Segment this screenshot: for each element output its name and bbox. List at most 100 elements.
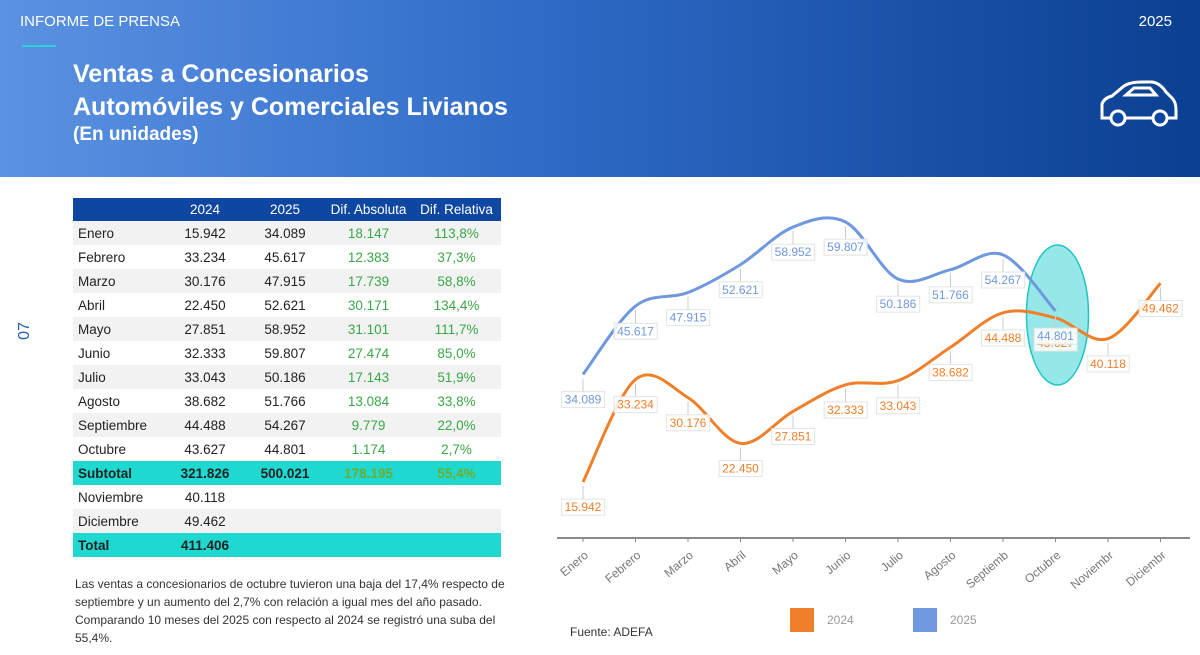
table-cell: 33,8% [437,393,476,409]
table-cell: Abril [78,297,106,313]
table-cell: Junio [78,345,111,361]
underline [22,45,56,47]
data-label: 30.176 [670,416,707,430]
table-row: Octubre 43.627 44.801 1.174 2,7% [73,437,501,461]
table-cell: 111,7% [434,321,479,337]
table-cell: 45.617 [264,249,306,265]
header-cell: 2025 [269,202,301,217]
table-cell: 30.176 [184,273,226,289]
table-cell: 31.101 [347,321,390,337]
table-cell: 12.383 [347,249,390,265]
table-cell: Mayo [78,321,112,337]
table-cell: 50.186 [264,369,306,385]
table-cell: 44.801 [264,441,306,457]
x-tick-label: Mayo [769,548,801,578]
label-box [771,428,816,446]
data-label: 47.915 [670,311,707,325]
label-box [1086,355,1130,373]
table-cell: 1.174 [351,441,386,457]
data-label: 40.118 [1090,357,1126,371]
label-box [718,460,763,478]
table-cell: 49.462 [184,513,226,529]
table-row: Diciembre 49.462 [73,509,501,533]
table-cell: Julio [78,369,106,385]
data-label: 27.851 [775,430,812,444]
table-cell: 17.143 [347,369,390,385]
data-label: 59.807 [827,240,864,254]
legend-label: 2024 [827,613,854,627]
series-line [581,216,1057,376]
data-label: 52.621 [722,283,759,297]
x-tick-label: Junio [822,548,853,577]
data-label: 49.462 [1142,301,1179,315]
label-box [928,363,973,381]
x-tick-label: Febrero [602,548,643,586]
table-cell: Enero [78,225,115,241]
x-tick-label: Julio [878,548,906,575]
table-cell: 85,0% [437,345,476,361]
table-cell: 17.739 [347,273,390,289]
label-box [613,322,658,340]
data-label: 58.952 [775,245,812,259]
table: 2024 2025 Dif. Absoluta Dif. Relativa Enero 1… [73,198,501,557]
table-row: Febrero 33.234 45.617 12.383 37,3% [73,245,501,269]
data-label: 22.450 [722,462,759,476]
data-label: 51.766 [932,288,969,302]
data-label: 15.942 [565,500,602,514]
data-label: 38.682 [932,365,969,379]
header-label: INFORME DE PRENSA [20,13,181,30]
table-cell: 37,3% [437,249,476,265]
label-box [666,414,711,432]
table-row: Mayo 27.851 58.952 31.101 111,7% [73,317,501,341]
table-cell: Agosto [78,393,121,409]
header-cell: Dif. Absoluta [330,202,407,217]
data-label: 54.267 [985,273,1022,287]
label-box [613,396,658,414]
table-cell: 2,7% [441,441,472,457]
table-row: Marzo 30.176 47.915 17.739 58,8% [73,269,501,293]
table-cell: 27.851 [184,321,226,337]
series-line [581,282,1162,483]
table-row: Abril 22.450 52.621 30.171 134,4% [73,293,501,317]
x-tick-label: Abril [721,548,748,574]
table-cell: 22.450 [184,297,226,313]
table-cell: 33.043 [184,369,226,385]
header-row: 2024 2025 Dif. Absoluta Dif. Relativa [73,198,501,221]
data-label: 45.617 [617,324,654,338]
label-box [876,295,921,313]
label-box [771,243,816,261]
table-cell: Noviembre [78,489,144,505]
label-box [981,329,1026,347]
table-cell: 51.766 [264,393,306,409]
table-cell: Total [78,537,110,553]
table-cell: 59.807 [264,345,306,361]
table-cell: 27.474 [347,345,390,361]
header-band [0,0,1200,177]
table-row: Total 411.406 [73,533,501,557]
x-tick-label: Noviembr [1068,548,1116,592]
table-cell: 47.915 [264,273,306,289]
label-box [823,401,868,419]
table-cell: 40.118 [184,489,226,505]
legend-swatch [913,608,937,632]
x-tick-label: Octubre [1022,548,1064,586]
table-row: Subtotal 321.826 500.021 178.195 55,4% [73,461,501,485]
data-label: 33.043 [880,399,917,413]
table-cell: Febrero [78,249,126,265]
table-cell: 51,9% [437,369,476,385]
table-cell: 58,8% [437,273,476,289]
table-cell: 58.952 [264,321,306,337]
title-line: Automóviles y Comerciales Livianos [73,93,508,121]
table-cell: Subtotal [78,465,132,481]
table-cell: 30.171 [347,297,390,313]
data-label: 34.089 [565,393,602,407]
table-cell: 18.147 [347,225,390,241]
label-box [561,498,606,516]
note: Las ventas a concesionarios de octubre t… [75,577,505,645]
table-cell: 34.089 [264,225,306,241]
table-row: Agosto 38.682 51.766 13.084 33,8% [73,389,501,413]
data-label: 50.186 [880,297,917,311]
header-year: 2025 [1138,13,1172,30]
title-line: Ventas a Concesionarios [73,60,369,88]
